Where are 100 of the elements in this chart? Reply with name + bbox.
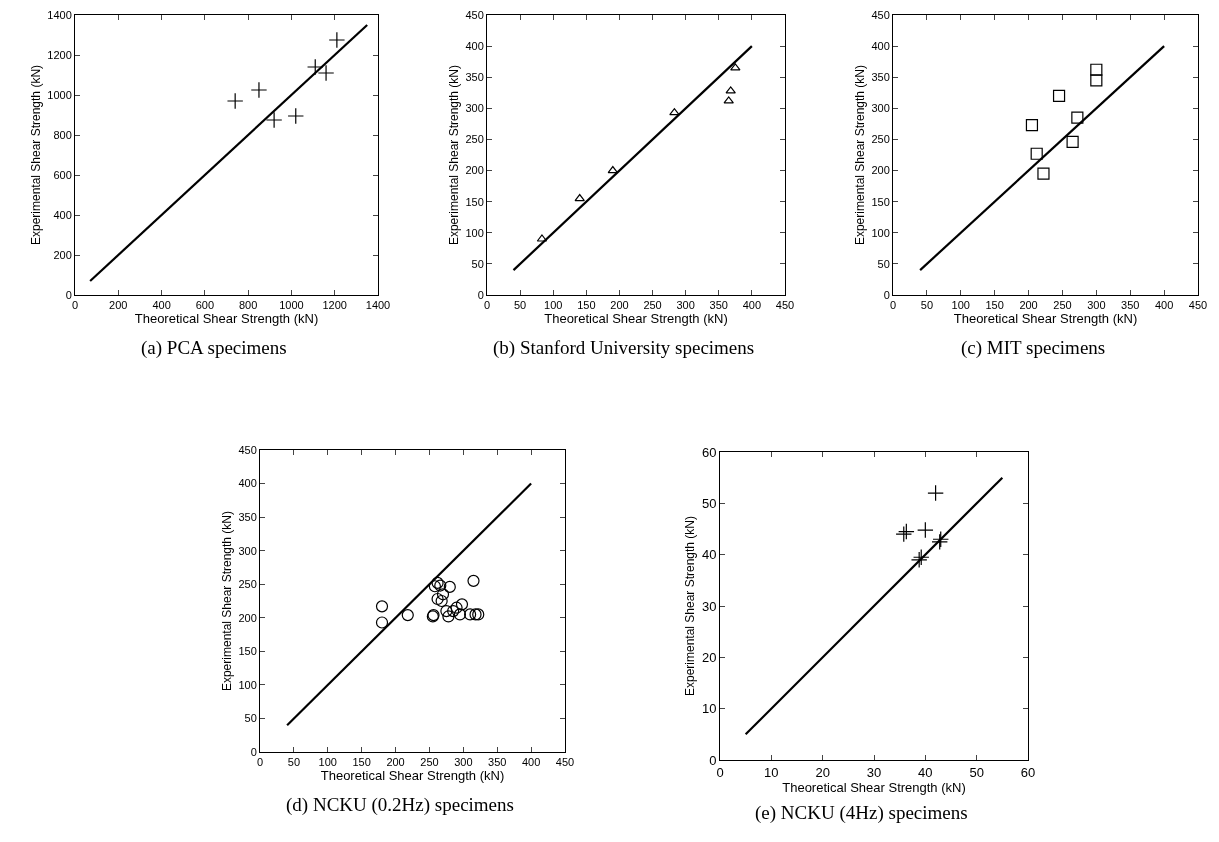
point <box>1025 119 1039 132</box>
y-tick-label: 1200 <box>47 48 72 61</box>
x-tick-label: 350 <box>1121 299 1140 312</box>
point <box>467 574 480 587</box>
point <box>1052 89 1066 102</box>
point <box>447 604 460 618</box>
y-tick-label: 10 <box>701 701 717 717</box>
point <box>455 598 469 611</box>
x-tick-label: 60 <box>1020 764 1036 780</box>
point <box>723 96 734 104</box>
point <box>435 594 448 608</box>
x-tick-label: 20 <box>815 764 830 780</box>
x-axis-title: Theoretical Shear Strength (kN) <box>953 311 1138 327</box>
y-tick-label: 300 <box>871 102 890 115</box>
y-tick-label: 20 <box>701 649 717 665</box>
point <box>450 601 463 614</box>
y-axis-title: Experimental Shear Strength (kN) <box>852 64 867 246</box>
x-tick-label: 1000 <box>279 299 304 312</box>
y-tick-label: 800 <box>53 128 72 141</box>
point <box>1066 135 1079 149</box>
point <box>375 616 389 629</box>
x-tick-label: 300 <box>454 756 473 769</box>
point <box>440 604 453 618</box>
x-tick-label: 40 <box>918 764 933 780</box>
point <box>328 31 346 49</box>
x-tick-label: 350 <box>488 756 507 769</box>
x-tick-label: 150 <box>352 756 371 769</box>
y-tick-label: 50 <box>877 257 890 270</box>
y-tick-label: 400 <box>465 39 484 52</box>
x-tick-label: 50 <box>969 764 984 780</box>
x-tick-label: 300 <box>676 299 695 312</box>
y-tick-label: 250 <box>238 578 257 591</box>
y-tick-label: 50 <box>244 712 257 725</box>
y-tick-label: 0 <box>65 288 72 301</box>
y-tick-label: 100 <box>871 226 890 239</box>
y-axis-title: Experimental Shear Strength (kN) <box>219 510 234 692</box>
y-tick-label: 0 <box>250 745 257 758</box>
point <box>226 92 244 110</box>
x-tick-label: 100 <box>544 299 563 312</box>
x-tick-label: 450 <box>1188 299 1208 312</box>
point <box>917 521 934 539</box>
y-tick-label: 200 <box>238 611 257 624</box>
point <box>725 86 736 94</box>
point <box>574 193 585 202</box>
point <box>436 588 450 601</box>
y-axis-title: Experimental Shear Strength (kN) <box>446 64 461 246</box>
y-tick-label: 150 <box>238 645 257 658</box>
y-tick-label: 150 <box>871 195 890 208</box>
y-tick-label: 200 <box>53 248 72 261</box>
x-tick-label: 450 <box>775 299 795 312</box>
y-tick-label: 0 <box>477 288 484 301</box>
y-tick-label: 1000 <box>47 88 72 101</box>
x-tick-label: 50 <box>287 756 301 769</box>
x-tick-label: 200 <box>610 299 629 312</box>
x-tick-label: 50 <box>920 299 934 312</box>
y-tick-label: 200 <box>465 164 484 177</box>
y-tick-label: 450 <box>238 443 257 456</box>
y-tick-label: 150 <box>465 195 484 208</box>
y-axis-title: Experimental Shear Strength (kN) <box>683 515 698 697</box>
x-tick-label: 400 <box>742 299 762 312</box>
point <box>375 600 389 613</box>
y-tick-label: 300 <box>238 544 257 557</box>
x-tick-label: 1400 <box>365 299 391 312</box>
y-tick-label: 250 <box>465 133 484 146</box>
point <box>401 608 414 622</box>
point <box>265 111 283 129</box>
y-tick-label: 400 <box>53 208 72 221</box>
point <box>306 58 324 76</box>
text: (e) NCKU (4Hz) specimens <box>755 802 968 824</box>
x-tick-label: 100 <box>951 299 970 312</box>
x-tick-label: 600 <box>195 299 215 312</box>
y-tick-label: 350 <box>238 510 257 523</box>
point <box>1030 147 1043 160</box>
y-tick-label: 200 <box>871 164 890 177</box>
point <box>431 592 444 606</box>
y-tick-label: 100 <box>238 678 257 691</box>
point <box>317 64 335 82</box>
y-tick-label: 600 <box>53 168 72 181</box>
text: (b) Stanford University specimens <box>493 337 755 359</box>
x-tick-label: 50 <box>513 299 527 312</box>
x-tick-label: 150 <box>985 299 1004 312</box>
x-tick-label: 10 <box>764 764 779 780</box>
y-tick-label: 400 <box>238 477 257 490</box>
point <box>1090 63 1103 76</box>
point <box>1090 74 1103 87</box>
x-axis-title: Theoretical Shear Strength (kN) <box>544 311 728 327</box>
x-tick-label: 350 <box>709 299 728 312</box>
y-tick-label: 50 <box>471 257 484 270</box>
y-tick-label: 300 <box>465 102 484 115</box>
x-tick-label: 250 <box>420 756 439 769</box>
x-tick-label: 200 <box>1019 299 1038 312</box>
y-tick-label: 50 <box>701 495 717 511</box>
point <box>1037 167 1050 180</box>
y-tick-label: 450 <box>871 8 890 21</box>
y-tick-label: 1400 <box>47 8 72 21</box>
x-axis-title: Theoretical Shear Strength (kN) <box>134 311 319 327</box>
x-tick-label: 200 <box>386 756 405 769</box>
x-axis-title: Theoretical Shear Strength (kN) <box>320 768 505 784</box>
point <box>927 484 944 502</box>
x-tick-label: 250 <box>1053 299 1072 312</box>
